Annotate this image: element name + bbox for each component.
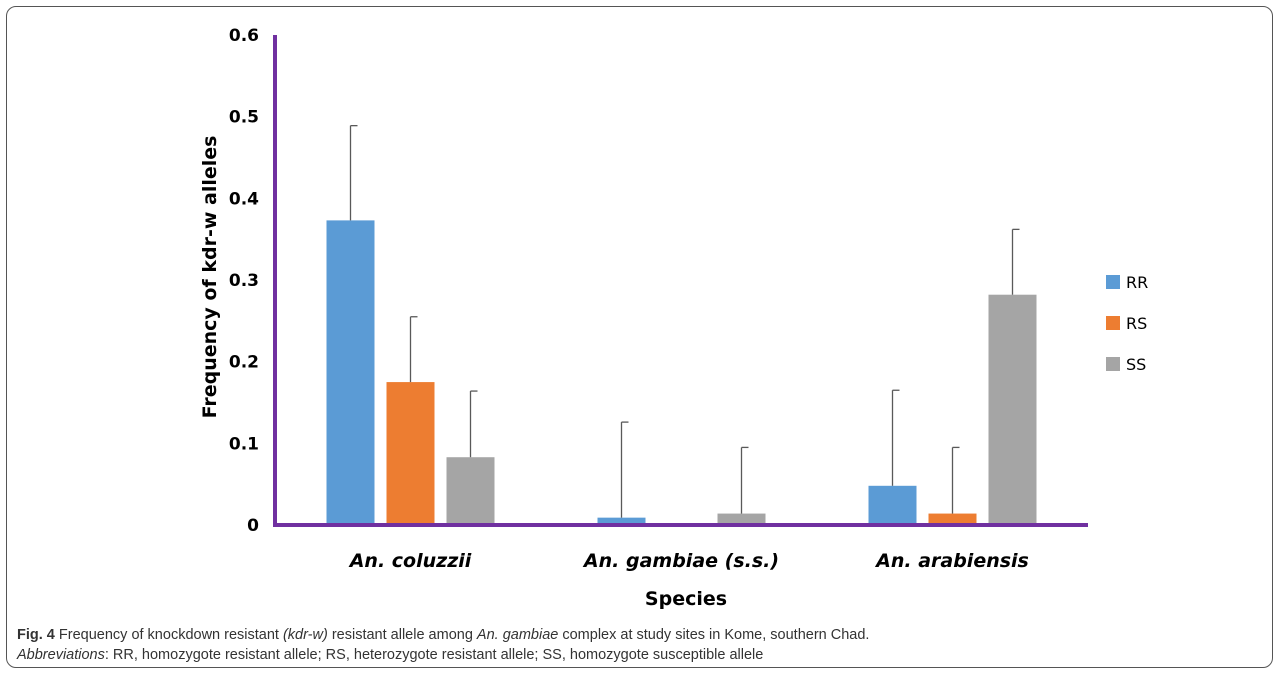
caption-abbreviations-text: : RR, homozygote resistant allele; RS, h… bbox=[104, 647, 764, 663]
bar-rr-1 bbox=[326, 220, 375, 525]
error-bar-ss-2 bbox=[740, 446, 749, 514]
bar-ss-1 bbox=[446, 457, 495, 525]
figure-frame bbox=[6, 6, 1273, 668]
error-bar-rr-2 bbox=[620, 421, 629, 518]
legend-item-rr: RR bbox=[1106, 273, 1148, 292]
x-category-label: An. coluzzii bbox=[348, 550, 472, 572]
legend-swatch bbox=[1106, 357, 1120, 371]
y-tick-label: 0 bbox=[247, 516, 259, 536]
error-bar-rs-3 bbox=[951, 446, 960, 514]
y-tick-label: 0.2 bbox=[229, 353, 259, 373]
figure-caption: Fig. 4 Frequency of knockdown resistant … bbox=[17, 625, 1257, 665]
error-bar-rr-3 bbox=[891, 389, 900, 486]
y-axis-title: Frequency of kdr-w alleles bbox=[199, 136, 221, 419]
legend-label: SS bbox=[1126, 355, 1146, 374]
bar-ss-2 bbox=[717, 513, 766, 525]
caption-text: resistant allele among bbox=[327, 627, 477, 643]
x-category-label: An. arabiensis bbox=[874, 550, 1029, 572]
caption-abbreviations-label: Abbreviations bbox=[17, 647, 105, 663]
bar-rr-3 bbox=[868, 485, 917, 525]
y-tick-label: 0.6 bbox=[229, 26, 259, 46]
legend-label: RR bbox=[1126, 273, 1148, 292]
bar-rs-3 bbox=[928, 513, 977, 525]
caption-italic-term: (kdr-w) bbox=[282, 627, 328, 643]
legend-swatch bbox=[1106, 275, 1120, 289]
legend-item-rs: RS bbox=[1106, 314, 1147, 333]
error-bars-group bbox=[349, 125, 1020, 518]
bars-group bbox=[326, 220, 1037, 525]
y-tick-label: 0.3 bbox=[229, 271, 259, 291]
bar-ss-3 bbox=[988, 294, 1037, 525]
x-category-label: An. gambiae (s.s.) bbox=[582, 550, 779, 572]
caption-figure-label: Fig. 4 bbox=[17, 627, 55, 643]
legend: RR RS SS bbox=[1106, 273, 1148, 374]
y-tick-label: 0.4 bbox=[229, 189, 259, 209]
caption-line-2: Abbreviations: RR, homozygote resistant … bbox=[17, 645, 1257, 665]
caption-species-name: An. gambiae bbox=[476, 627, 559, 643]
bar-rs-1 bbox=[386, 382, 435, 525]
bar-chart: 0 0.1 0.2 0.3 0.4 0.5 0.6 An. coluzzii An. gamb… bbox=[199, 26, 1148, 610]
error-bar-ss-3 bbox=[1011, 228, 1020, 295]
caption-text: Frequency of knockdown resistant bbox=[54, 627, 283, 643]
legend-item-ss: SS bbox=[1106, 355, 1146, 374]
legend-label: RS bbox=[1126, 314, 1147, 333]
legend-swatch bbox=[1106, 316, 1120, 330]
y-tick-labels: 0 0.1 0.2 0.3 0.4 0.5 0.6 bbox=[229, 26, 259, 536]
caption-text: complex at study sites in Kome, southern… bbox=[558, 627, 870, 643]
error-bar-ss-1 bbox=[469, 390, 478, 458]
error-bar-rs-1 bbox=[409, 316, 418, 383]
x-category-labels: An. coluzzii An. gambiae (s.s.) An. arabie… bbox=[348, 550, 1029, 572]
y-tick-label: 0.5 bbox=[229, 108, 259, 128]
y-tick-label: 0.1 bbox=[229, 434, 259, 454]
x-axis-title: Species bbox=[645, 588, 727, 610]
bar-rr-2 bbox=[597, 517, 646, 525]
caption-line-1: Fig. 4 Frequency of knockdown resistant … bbox=[17, 625, 1257, 645]
error-bar-rr-1 bbox=[349, 125, 358, 221]
